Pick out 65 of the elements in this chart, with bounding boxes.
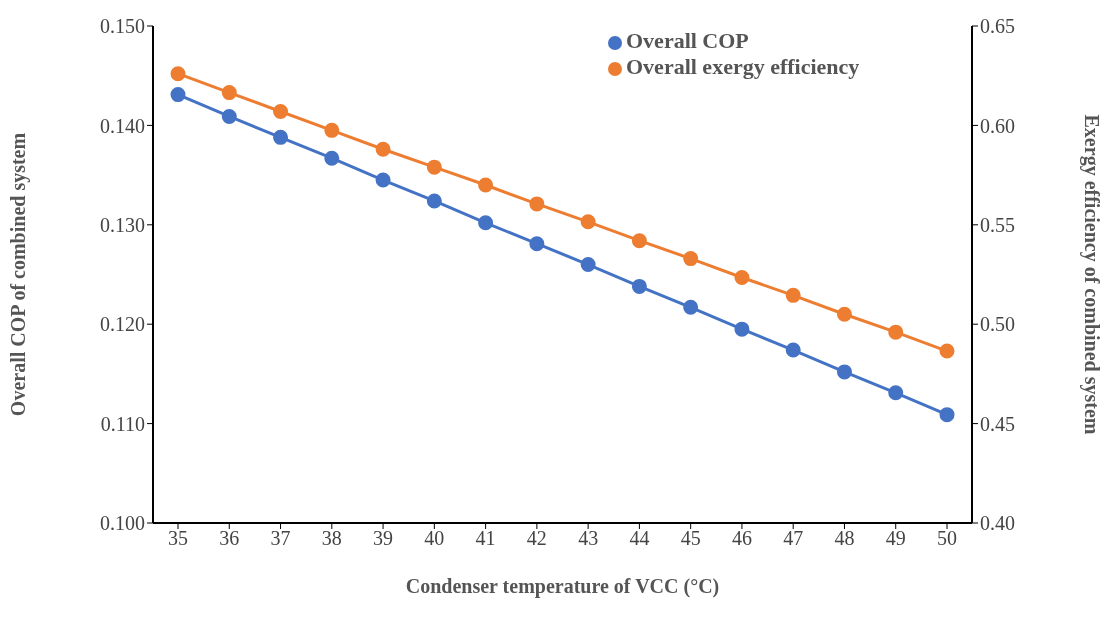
point xyxy=(529,196,545,212)
legend-label: Overall COP xyxy=(626,28,749,53)
x-tick-label: 45 xyxy=(680,527,701,550)
x-tick-label: 47 xyxy=(783,527,804,550)
point xyxy=(170,66,186,82)
point xyxy=(324,122,340,138)
x-tick-label: 42 xyxy=(526,527,547,550)
x-tick-label: 50 xyxy=(937,527,957,550)
point xyxy=(836,364,852,380)
point xyxy=(529,236,545,252)
y2-tick-label: 0.50 xyxy=(980,313,1015,336)
x-tick-label: 49 xyxy=(885,527,906,550)
x-tick-label: 39 xyxy=(373,527,394,550)
legend-label: Overall exergy efficiency xyxy=(626,54,860,79)
y-tick-label: 0.140 xyxy=(100,114,145,137)
point xyxy=(324,150,340,166)
point xyxy=(375,141,391,157)
y-axis-title: Overall COP of combined system xyxy=(7,132,31,417)
point xyxy=(785,287,801,303)
point xyxy=(478,177,494,193)
point xyxy=(683,299,699,315)
x-tick-label: 38 xyxy=(321,527,342,550)
point xyxy=(631,233,647,249)
point xyxy=(580,257,596,273)
y2-axis-title: Exergy efficiency of combined system xyxy=(1079,114,1103,435)
point xyxy=(836,306,852,322)
point xyxy=(273,103,289,119)
point xyxy=(939,407,955,423)
x-tick-label: 46 xyxy=(731,527,752,550)
point xyxy=(273,129,289,145)
x-tick-label: 48 xyxy=(834,527,855,550)
y-tick-label: 0.100 xyxy=(100,512,145,535)
x-tick-label: 43 xyxy=(578,527,599,550)
point xyxy=(478,215,494,231)
y2-tick-label: 0.60 xyxy=(980,114,1015,137)
y2-tick-label: 0.65 xyxy=(980,15,1015,38)
x-tick-label: 40 xyxy=(424,527,445,550)
point xyxy=(631,278,647,294)
point xyxy=(734,269,750,285)
y-tick-label: 0.130 xyxy=(100,213,145,236)
x-axis-title: Condenser temperature of VCC (°C) xyxy=(405,575,720,598)
y2-tick-label: 0.40 xyxy=(980,512,1015,535)
point xyxy=(888,385,904,401)
point xyxy=(785,342,801,358)
point xyxy=(734,321,750,337)
point xyxy=(426,193,442,209)
point xyxy=(888,324,904,340)
point xyxy=(683,251,699,267)
x-tick-label: 35 xyxy=(168,527,188,550)
point xyxy=(426,159,442,175)
x-tick-label: 37 xyxy=(270,527,291,550)
point xyxy=(221,85,237,101)
point xyxy=(170,87,186,103)
x-tick-label: 41 xyxy=(475,527,496,550)
y2-tick-label: 0.45 xyxy=(980,412,1015,435)
point xyxy=(375,172,391,188)
y-tick-label: 0.120 xyxy=(100,313,145,336)
point xyxy=(221,108,237,124)
y2-tick-label: 0.55 xyxy=(980,213,1015,236)
y-tick-label: 0.110 xyxy=(100,412,145,435)
x-tick-label: 36 xyxy=(219,527,240,550)
point xyxy=(580,214,596,230)
y-tick-label: 0.150 xyxy=(100,15,145,38)
x-tick-label: 44 xyxy=(629,527,650,550)
point xyxy=(939,343,955,359)
